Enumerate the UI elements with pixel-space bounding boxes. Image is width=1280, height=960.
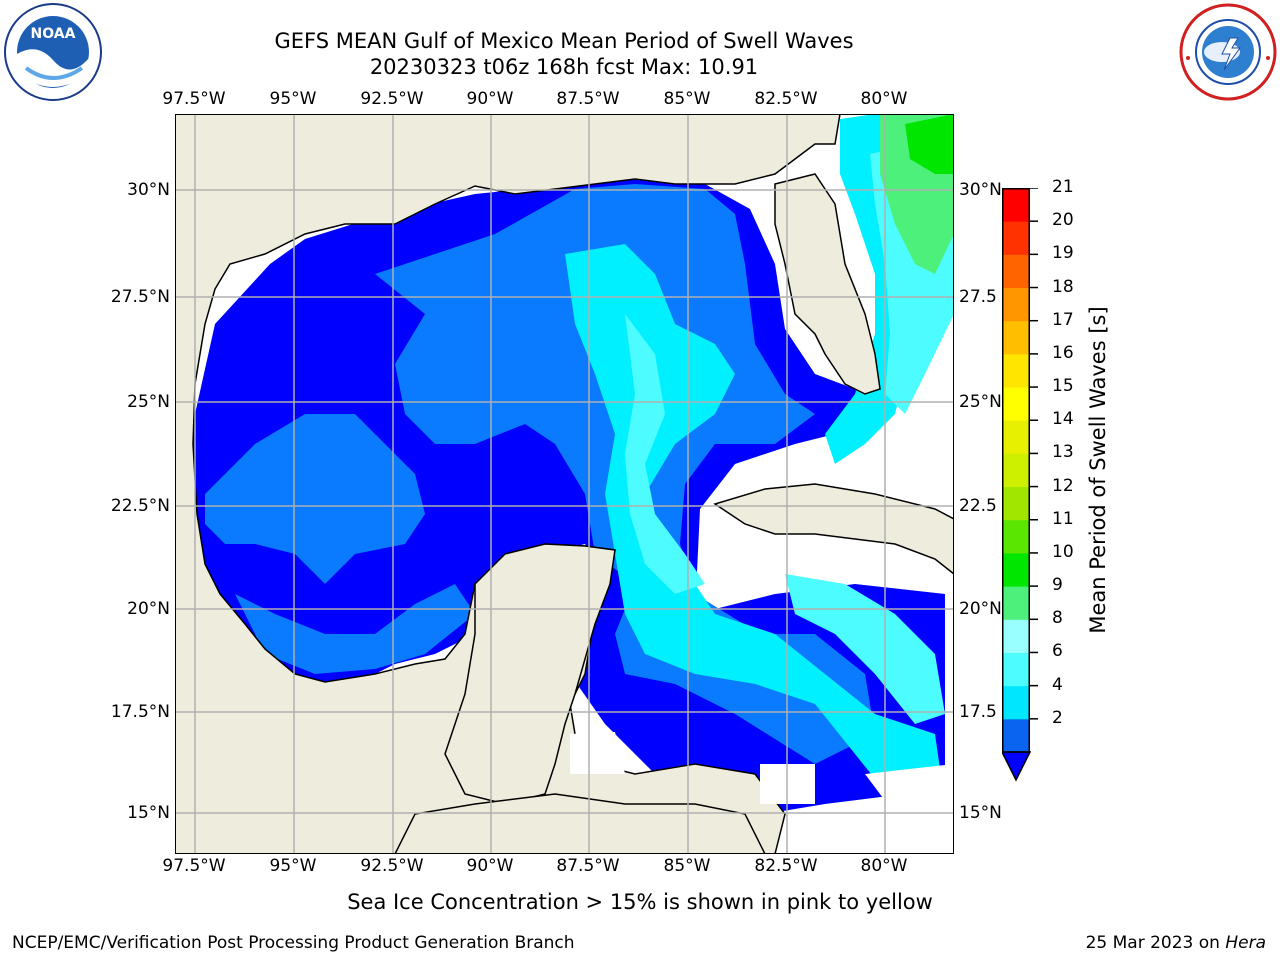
period-band-10-11 — [905, 114, 954, 174]
lat-label-left-2: 27.5°N — [110, 287, 170, 307]
lon-label-bottom-3: 92.5°W — [360, 856, 424, 876]
lon-label-top-1: 97.5°W — [162, 89, 226, 109]
lon-label-top-3: 92.5°W — [360, 89, 424, 109]
colorbar-tick-label: 8 — [1052, 608, 1063, 629]
colorbar-segment — [1002, 586, 1030, 620]
colorbar-segment — [1002, 718, 1030, 753]
land-central-america — [394, 793, 766, 854]
colorbar-tick-label: 14 — [1052, 409, 1074, 430]
chart-subtitle: 20230323 t06z 168h fcst Max: 10.91 — [369, 55, 759, 79]
colorbar-tick-label: 20 — [1052, 210, 1074, 231]
lat-label-right-4: 22.5 — [959, 496, 997, 516]
swell-period-field — [175, 114, 954, 854]
lat-label-right-1: 30°N — [959, 180, 1002, 200]
period-band-2-4-south — [235, 584, 475, 674]
colorbar-tick-label: 10 — [1052, 541, 1074, 562]
lat-label-right-2: 27.5 — [959, 287, 997, 307]
colorbar-segment — [1002, 453, 1030, 488]
colorbar-tick-label: 13 — [1052, 442, 1074, 463]
colorbar-tick-label: 19 — [1052, 243, 1074, 264]
lon-label-bottom-2: 95°W — [269, 856, 317, 876]
footer-date: 25 Mar 2023 on — [1085, 933, 1226, 953]
colorbar-tick-label: 9 — [1052, 575, 1063, 596]
colorbar-segment — [1002, 254, 1030, 289]
lat-label-left-1: 30°N — [127, 180, 170, 200]
footer-host: Hera — [1225, 933, 1266, 953]
lon-label-top-4: 90°W — [466, 89, 514, 109]
lat-label-right-6: 17.5 — [959, 702, 997, 722]
lat-label-left-7: 15°N — [127, 803, 170, 823]
chart-title: GEFS MEAN Gulf of Mexico Mean Period of … — [274, 29, 854, 53]
footer-left: NCEP/EMC/Verification Post Processing Pr… — [12, 933, 575, 953]
colorbar-segment — [1002, 287, 1030, 322]
colorbar-tick-label: 11 — [1052, 508, 1074, 529]
lon-label-top-5: 87.5°W — [556, 89, 620, 109]
noaa-logo-text: NOAA — [31, 26, 76, 42]
colorbar-segment — [1002, 519, 1030, 554]
colorbar-segment — [1002, 320, 1030, 355]
colorbar-tick-label: 16 — [1052, 342, 1074, 363]
lon-label-top-8: 80°W — [860, 89, 908, 109]
lat-label-left-6: 17.5°N — [110, 702, 170, 722]
lon-label-top-2: 95°W — [269, 89, 317, 109]
period-band-2-4-west — [205, 414, 425, 584]
colorbar — [1002, 188, 1038, 782]
colorbar-segment — [1002, 652, 1030, 687]
colorbar-segment — [1002, 552, 1030, 587]
lon-label-bottom-1: 97.5°W — [162, 856, 226, 876]
colorbar-tick-label: 21 — [1052, 177, 1074, 197]
footer-right: 25 Mar 2023 on Hera — [1086, 933, 1266, 953]
colorbar-segment — [1002, 486, 1030, 521]
lon-label-bottom-7: 82.5°W — [754, 856, 818, 876]
lat-label-left-5: 20°N — [127, 599, 170, 619]
lon-label-bottom-4: 90°W — [466, 856, 514, 876]
period-band-6-8-caribbean — [785, 574, 945, 724]
map-gridlines — [175, 114, 954, 854]
colorbar-segment — [1002, 619, 1030, 653]
lat-label-right-7: 15°N — [959, 803, 1002, 823]
colorbar-title: Mean Period of Swell Waves [s] — [1086, 306, 1110, 634]
lat-label-left-4: 22.5°N — [110, 496, 170, 516]
sea-ice-note: Sea Ice Concentration > 15% is shown in … — [0, 890, 1280, 914]
colorbar-tick-label: 12 — [1052, 475, 1074, 496]
colorbar-segment — [1002, 221, 1030, 255]
lat-label-left-3: 25°N — [127, 392, 170, 412]
colorbar-tick-label: 18 — [1052, 276, 1074, 297]
colorbar-tick-label: 2 — [1052, 707, 1063, 728]
lon-label-bottom-6: 85°W — [663, 856, 711, 876]
colorbar-tick-label: 15 — [1052, 376, 1074, 397]
colorbar-underflow-arrow — [1002, 751, 1032, 782]
noaa-logo: NOAA — [2, 2, 104, 102]
colorbar-segment — [1002, 353, 1030, 388]
colorbar-tick-label: 17 — [1052, 309, 1074, 330]
lon-label-bottom-8: 80°W — [860, 856, 908, 876]
lon-label-bottom-5: 87.5°W — [556, 856, 620, 876]
colorbar-segment — [1002, 420, 1030, 454]
lat-label-right-3: 25°N — [959, 392, 1002, 412]
colorbar-tick-label: 4 — [1052, 674, 1063, 695]
sea-ice-note-text: Sea Ice Concentration > 15% is shown in … — [347, 890, 933, 914]
nws-logo — [1178, 2, 1278, 102]
no-data-patches — [570, 732, 954, 814]
colorbar-tick-label: 6 — [1052, 641, 1063, 662]
lat-label-right-5: 20°N — [959, 599, 1002, 619]
lon-label-top-6: 85°W — [663, 89, 711, 109]
gulf-of-mexico-map — [175, 114, 954, 854]
land-florida — [774, 173, 881, 395]
lon-label-top-7: 82.5°W — [754, 89, 818, 109]
colorbar-frame — [1002, 188, 1030, 753]
colorbar-segment — [1002, 387, 1030, 421]
period-band-6-8 — [625, 314, 705, 594]
colorbar-segment — [1002, 685, 1030, 720]
colorbar-segment — [1002, 188, 1030, 222]
